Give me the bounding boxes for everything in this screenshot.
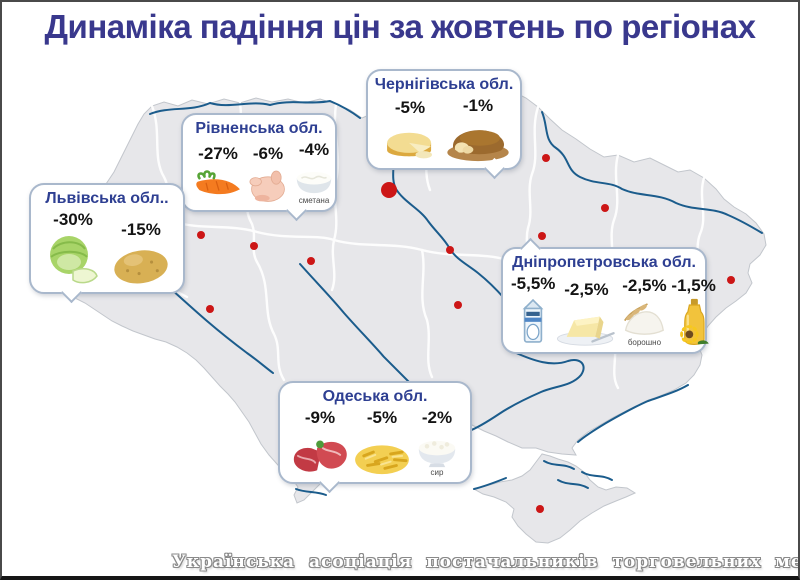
flour-icon: [624, 303, 665, 335]
callout-odesa-region: Одеська обл. -9% -5%: [278, 381, 472, 494]
callout-rivne-region: Рівненська обл. -27% -6%: [181, 113, 337, 222]
bread-icon: [447, 130, 509, 162]
region-name: Дніпропетровська обл.: [512, 254, 696, 271]
potato-icon: [114, 250, 168, 284]
milk-icon: [522, 298, 544, 343]
price-item: -2,5%: [555, 280, 617, 347]
item-caption: сметана: [298, 196, 330, 205]
chicken-icon: [249, 170, 285, 202]
city-dots: [64, 154, 735, 513]
price-item: -5%: [352, 408, 412, 477]
cheese-icon: [387, 132, 432, 159]
price-change-value: -5%: [366, 408, 398, 427]
map-crimea: [472, 453, 637, 544]
price-item: -1,5%: [671, 276, 716, 347]
price-item: -4% сметана: [291, 140, 337, 205]
price-change-value: -5%: [394, 98, 426, 117]
price-item: -27%: [191, 144, 245, 205]
price-change-value: -4%: [298, 140, 330, 159]
callout-chernihiv-region: Чернігівська обл. -5% -1%: [366, 69, 522, 180]
item-caption: борошно: [627, 338, 662, 347]
price-item: -5%: [376, 98, 444, 163]
page-title: Динаміка падіння цін за жовтень по регіо…: [44, 8, 756, 45]
callout-lviv-region: Львівська обл.. -30% -15%: [29, 183, 185, 304]
item-caption: сир: [430, 468, 444, 477]
butter-icon: [557, 316, 616, 346]
region-name: Одеська обл.: [322, 388, 428, 405]
price-change-value: -9%: [304, 408, 336, 427]
pasta-icon: [355, 445, 409, 475]
region-name: Львівська обл..: [45, 190, 169, 207]
price-item: -6%: [245, 144, 291, 205]
price-item: -15%: [107, 220, 175, 287]
price-item: -2% сир: [412, 408, 462, 477]
cabbage-icon: [50, 236, 98, 284]
price-change-value: -2,5%: [564, 280, 609, 299]
sour-cream-icon: [296, 171, 332, 194]
price-change-value: -15%: [121, 220, 161, 239]
price-item: -1%: [444, 96, 512, 163]
price-change-value: -1%: [462, 96, 494, 115]
price-change-value: -2%: [421, 408, 453, 427]
price-change-value: -30%: [53, 210, 93, 229]
sunflower-oil-icon: [679, 298, 709, 345]
price-item: -5,5%: [511, 274, 555, 347]
price-change-value: -27%: [198, 144, 238, 163]
carrot-icon: [196, 170, 240, 195]
price-item: -9%: [288, 408, 352, 477]
price-item: -30%: [39, 210, 107, 287]
price-change-value: -1,5%: [671, 276, 716, 295]
price-change-value: -2,5%: [622, 276, 667, 295]
price-change-value: -5,5%: [511, 274, 556, 293]
region-name: Рівненська обл.: [195, 120, 323, 137]
price-change-value: -6%: [252, 144, 284, 163]
footer-credit: Українська асоціація постачальників торг…: [172, 552, 800, 572]
price-item: -2,5% борошно: [617, 276, 671, 347]
meat-icon: [293, 440, 347, 472]
cheese-curd-icon: [418, 440, 456, 468]
region-name: Чернігівська обл.: [374, 76, 514, 93]
callout-dnipropetrovsk-region: Дніпропетровська обл. -5,5% -2,5%: [501, 237, 716, 354]
